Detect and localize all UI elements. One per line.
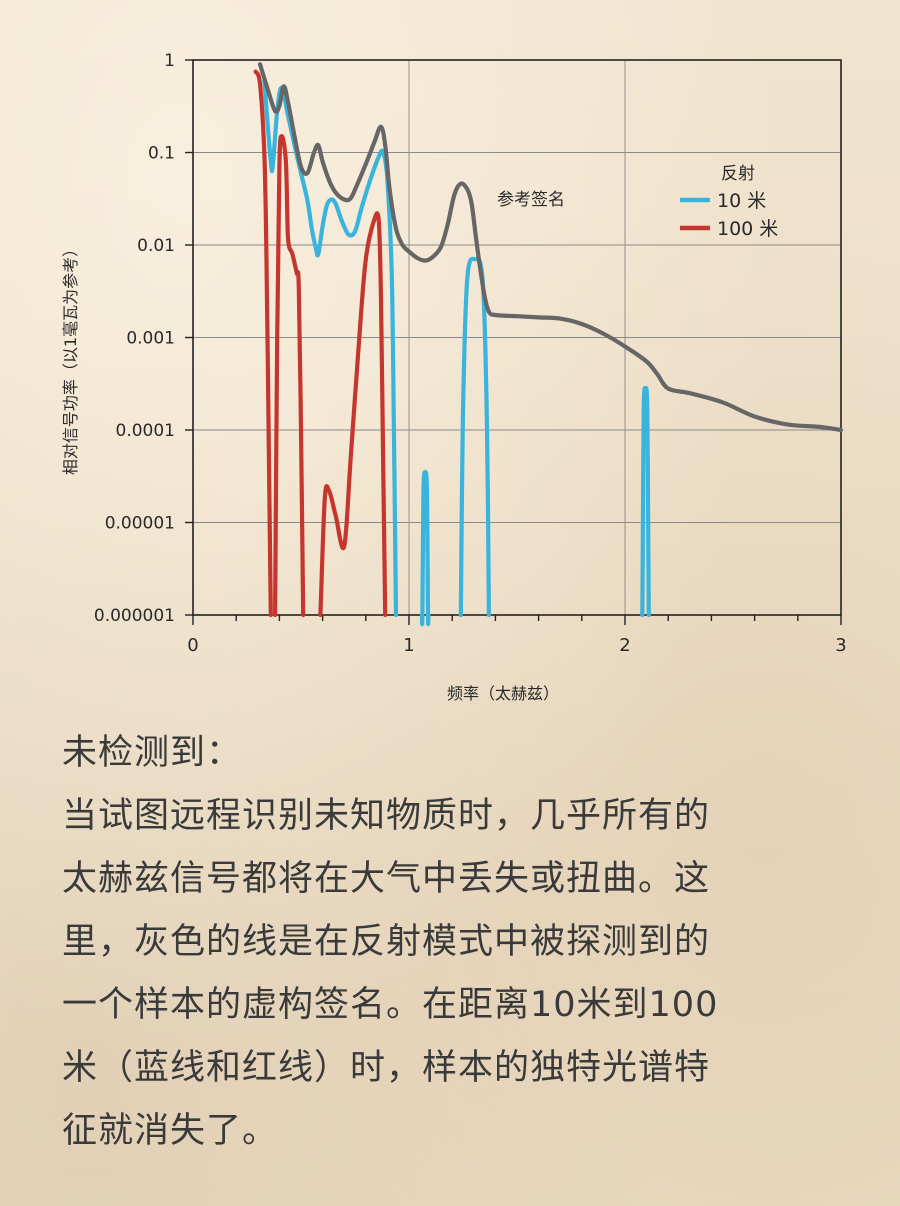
caption-line: 太赫兹信号都将在大气中丢失或扭曲。这 [62, 859, 711, 899]
x-tick-label: 1 [403, 635, 414, 656]
legend: 反射 10 米 100 米 [680, 164, 778, 240]
y-tick-label: 0.00001 [105, 514, 175, 534]
y-tick-label: 0.1 [148, 144, 175, 164]
x-tick-label: 0 [187, 635, 198, 656]
x-tick-label: 3 [835, 635, 846, 656]
legend-label-10m: 10 米 [717, 190, 766, 212]
y-tick-label: 0.001 [126, 329, 175, 349]
y-tick-label: 0.01 [137, 236, 175, 256]
legend-title: 反射 [721, 164, 755, 184]
series-line-reference [257, 62, 844, 433]
x-axis-title: 频率（太赫兹） [447, 684, 559, 703]
series-line-10m-peak [419, 469, 431, 627]
series-line-100m [253, 69, 273, 618]
y-axis-ticks: 1 0.1 0.01 0.001 0.0001 0.00001 0.000001 [94, 51, 193, 626]
reference-signature-annotation: 参考签名 [497, 190, 565, 210]
chart-grid [192, 59, 842, 616]
x-tick-label: 2 [619, 635, 630, 656]
caption-line: 征就消失了。 [62, 1111, 279, 1151]
y-tick-label: 0.000001 [94, 606, 175, 626]
series-line-10m-peak [458, 256, 491, 618]
series-line-10m-peak [640, 386, 651, 618]
y-tick-label: 1 [164, 51, 175, 71]
y-axis-title: 相对信号功率（以1毫瓦为参考） [61, 241, 80, 475]
caption-line: 一个样本的虚构签名。在距离10米到100 [62, 985, 719, 1025]
legend-label-100m: 100 米 [717, 218, 778, 240]
series-line-100m-segment [318, 211, 388, 618]
caption-line: 当试图远程识别未知物质时，几乎所有的 [62, 796, 711, 836]
caption-line: 里，灰色的线是在反射模式中被探测到的 [62, 922, 711, 962]
series-line-100m-segment [273, 134, 306, 618]
x-axis-ticks: 0 1 2 3 [187, 615, 847, 656]
caption-line: 米（蓝线和红线）时，样本的独特光谱特 [62, 1048, 711, 1088]
y-tick-label: 0.0001 [116, 421, 175, 441]
caption-block: 未检测到： 当试图远程识别未知物质时，几乎所有的 太赫兹信号都将在大气中丢失或扭… [62, 722, 862, 1163]
caption-heading: 未检测到： [62, 733, 243, 773]
series-layer [253, 62, 844, 627]
